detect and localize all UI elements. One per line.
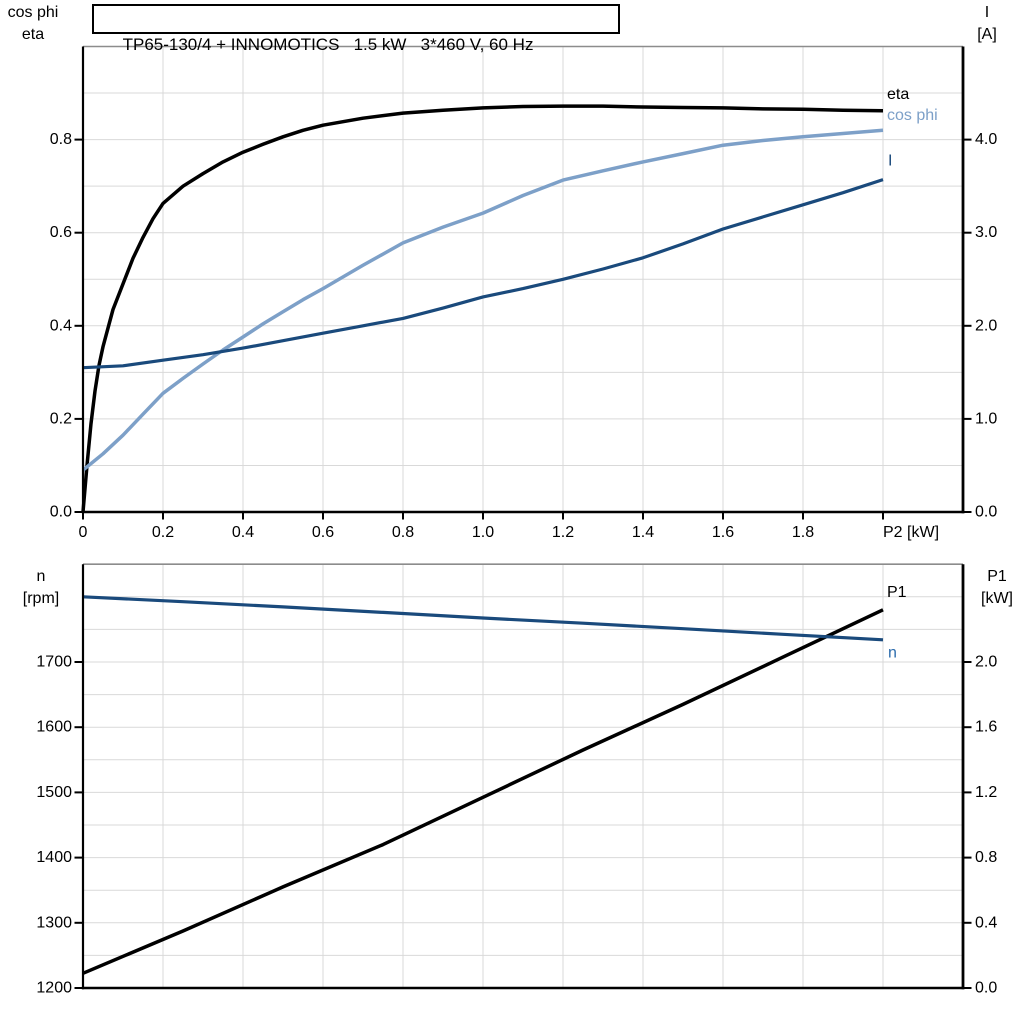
right-tick-label: 3.0: [975, 224, 997, 241]
right-tick-label: 2.0: [975, 317, 997, 334]
mechanical-chart: 1200 1300 1400 1500 1600 1700 0.0 0.4 0.8 1.2 1.6 2…: [36, 563, 997, 997]
right-tick-label: 2.0: [975, 654, 997, 671]
series-n-label: n: [888, 644, 897, 661]
left-tick-label: 0.8: [50, 131, 72, 148]
right-tick-label: 0.0: [975, 980, 997, 997]
axis-title-cos-phi: cos phi: [7, 4, 59, 21]
right-tick-label: 1.6: [975, 719, 997, 736]
x-tick-label: 1.8: [792, 524, 814, 541]
x-tick-label: 0.4: [232, 524, 254, 541]
series-I-label: I: [888, 153, 892, 170]
series-I-curve: [82, 178, 884, 370]
x-tick-label: 0.8: [392, 524, 414, 541]
left-tick-label: 0.0: [50, 504, 72, 521]
right-tick-label: 1.2: [975, 784, 997, 801]
x-tick-label: 1.6: [712, 524, 734, 541]
right-tick-label: 1.0: [975, 410, 997, 427]
axis-title-current: I: [984, 4, 990, 21]
right-tick-label: 0.8: [975, 849, 997, 866]
series-eta-label: eta: [887, 86, 909, 103]
left-tick-label: 1300: [36, 914, 72, 931]
right-tick-label: 0.0: [975, 504, 997, 521]
left-tick-label: 0.6: [50, 224, 72, 241]
left-tick-label: 1400: [36, 849, 72, 866]
axis-title-current-unit: [A]: [977, 26, 997, 43]
right-tick-label: 4.0: [975, 131, 997, 148]
left-tick-label: 1200: [36, 980, 72, 997]
x-tick-label: 1.2: [552, 524, 574, 541]
electrical-chart: 0.0 0.2 0.4 0.6 0.8 0.0 1.0 2.0 3.0 4.0 0 0.2 0.4 0.6…: [50, 45, 997, 541]
series-cos-phi-curve: [81, 128, 884, 472]
series-eta-curve: [81, 104, 884, 513]
right-tick-label: 0.4: [975, 914, 997, 931]
x-tick-label: 1.4: [632, 524, 654, 541]
series-cos-phi-label: cos phi: [887, 107, 938, 124]
axis-title-p1-unit: [kW]: [981, 590, 1013, 607]
left-tick-label: 1600: [36, 719, 72, 736]
series-n-curve: [82, 595, 884, 642]
series-P1-label: P1: [887, 584, 907, 601]
axis-title-speed: n: [36, 568, 46, 585]
left-tick-label: 1700: [36, 654, 72, 671]
bottom-right-axis-title: P1 [kW]: [969, 566, 1024, 610]
x-tick-label: 0.6: [312, 524, 334, 541]
x-tick-label: 0: [79, 524, 88, 541]
series-P1-curve: [82, 608, 884, 975]
axis-title-eta: eta: [21, 26, 45, 43]
left-tick-label: 0.4: [50, 317, 72, 334]
left-tick-label: 0.2: [50, 410, 72, 427]
chart-title-box: TP65-130/4 + INNOMOTICS 1.5 kW 3*460 V, …: [92, 4, 620, 54]
axis-title-p1: P1: [987, 568, 1007, 585]
x-tick-label: 0.2: [152, 524, 174, 541]
axis-title-speed-unit: [rpm]: [22, 590, 60, 607]
x-tick-label: 1.0: [472, 524, 494, 541]
chart-title: TP65-130/4 + INNOMOTICS 1.5 kW 3*460 V, …: [122, 35, 534, 54]
top-right-axis-title: I [A]: [958, 2, 1016, 46]
bottom-left-axis-title: n [rpm]: [6, 566, 76, 610]
top-left-axis-title: cos phi eta: [2, 2, 64, 46]
x-axis-label: P2 [kW]: [883, 524, 939, 541]
left-tick-label: 1500: [36, 784, 72, 801]
